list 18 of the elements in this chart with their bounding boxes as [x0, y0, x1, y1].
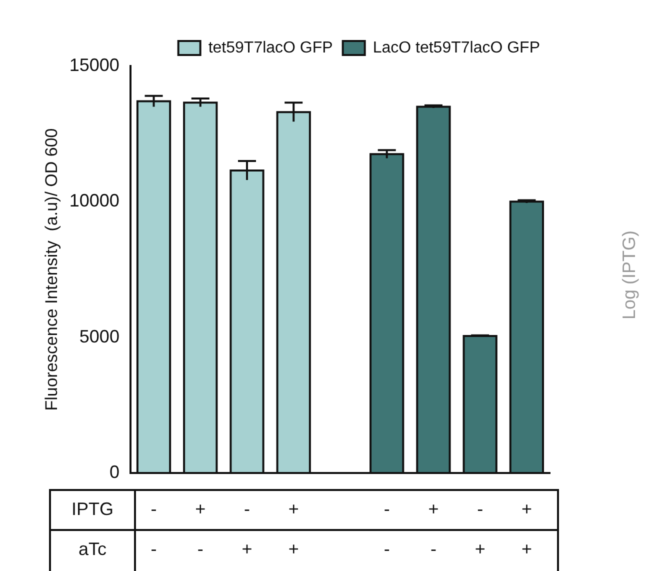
x-tick-label: + +	[521, 498, 532, 559]
x-tick-label: - -	[384, 498, 390, 559]
y-tick-label: 5000	[79, 326, 120, 346]
y-tick-label: 10000	[69, 190, 120, 211]
legend-label: tet59T7lacO GFP	[208, 39, 333, 56]
x-tick-label: - +	[474, 498, 486, 559]
text: aTc	[78, 538, 107, 559]
y-tick-label: 15000	[69, 54, 120, 75]
text: IPTG	[71, 498, 114, 519]
x-tick-label: + -	[195, 498, 206, 559]
x-tick-label: + +	[288, 498, 299, 559]
text: Log (IPTG)	[618, 230, 639, 320]
y-tick-label: 0	[109, 462, 120, 482]
x-tick-label: - -	[150, 498, 157, 559]
y-axis-title: Fluorescence Intensity (a.u)/ OD 600	[42, 128, 61, 411]
x-tick-label: - +	[242, 498, 252, 559]
legend-label: LacO tet59T7lacO GFP	[372, 39, 540, 56]
x-tick-label: + -	[428, 498, 439, 559]
